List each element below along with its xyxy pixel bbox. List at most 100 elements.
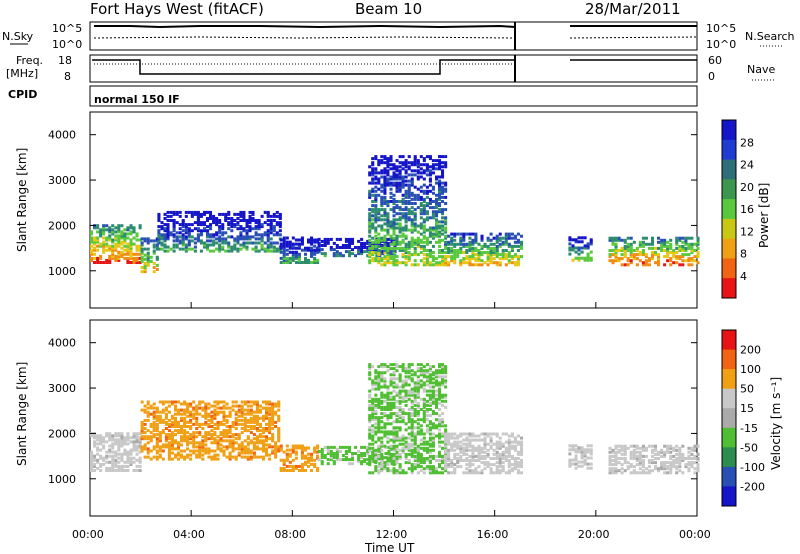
- echo-cell: [143, 422, 147, 426]
- nsky-tick-high: 10^5: [52, 22, 82, 35]
- echo-cell: [428, 226, 432, 230]
- echo-cell: [419, 428, 423, 432]
- echo-cell: [629, 242, 633, 246]
- echo-cell: [450, 246, 454, 250]
- echo-cell: [431, 422, 435, 426]
- echo-cell: [326, 445, 330, 449]
- echo-cell: [404, 212, 408, 216]
- echo-cell: [401, 197, 405, 201]
- echo-cell: [192, 408, 196, 412]
- echo-cell: [492, 249, 496, 252]
- echo-cell: [392, 405, 396, 409]
- echo-cell: [507, 446, 511, 450]
- echo-cell: [380, 155, 384, 159]
- echo-cell: [389, 452, 393, 456]
- echo-cell: [447, 255, 451, 259]
- echo-cell: [374, 240, 378, 244]
- echo-cell: [611, 469, 615, 473]
- echo-cell: [164, 416, 168, 420]
- echo-cell: [175, 221, 179, 225]
- echo-cell: [644, 236, 648, 240]
- echo-cell: [498, 238, 502, 242]
- echo-cell: [657, 261, 661, 265]
- echo-cell: [404, 436, 408, 440]
- echo-cell: [246, 420, 250, 424]
- echo-cell: [230, 247, 234, 251]
- echo-cell: [377, 375, 381, 379]
- echo-cell: [444, 234, 448, 238]
- echo-cell: [249, 418, 253, 422]
- echo-cell: [404, 193, 408, 197]
- echo-cell: [368, 208, 372, 212]
- echo-cell: [377, 208, 381, 212]
- echo-cell: [410, 465, 414, 469]
- echo-cell: [404, 228, 408, 232]
- velocity-colorbar-label: Velocity [m s⁻¹]: [769, 377, 783, 470]
- echo-cell: [180, 412, 184, 416]
- echo-cell: [404, 381, 408, 385]
- echo-cell: [404, 379, 408, 383]
- echo-cell: [180, 425, 184, 428]
- echo-cell: [242, 227, 246, 231]
- echo-cell: [459, 259, 463, 263]
- echo-cell: [389, 367, 393, 371]
- echo-cell: [354, 452, 358, 455]
- echo-cell: [383, 422, 387, 426]
- echo-cell: [480, 438, 484, 442]
- echo-cell: [675, 246, 679, 250]
- echo-cell: [465, 249, 469, 252]
- echo-cell: [310, 240, 314, 244]
- echo-cell: [105, 432, 109, 436]
- echo-cell: [386, 255, 390, 259]
- echo-cell: [574, 448, 578, 452]
- echo-cell: [425, 202, 429, 205]
- echo-cell: [398, 405, 402, 409]
- echo-cell: [438, 422, 442, 426]
- echo-cell: [192, 435, 196, 439]
- echo-cell: [228, 455, 232, 459]
- echo-cell: [371, 214, 375, 218]
- echo-cell: [660, 463, 664, 467]
- echo-cell: [304, 448, 308, 452]
- echo-cell: [392, 401, 396, 405]
- echo-cell: [196, 229, 200, 233]
- echo-cell: [389, 167, 393, 171]
- echo-cell: [410, 183, 414, 187]
- echo-cell: [105, 469, 109, 472]
- echo-cell: [268, 408, 272, 412]
- echo-cell: [444, 381, 448, 385]
- echo-cell: [580, 236, 584, 240]
- echo-cell: [189, 404, 193, 408]
- echo-cell: [380, 469, 384, 473]
- echo-cell: [623, 249, 627, 252]
- echo-cell: [310, 242, 314, 246]
- echo-cell: [404, 220, 408, 224]
- velocity-colorbar-tick-label: -15: [740, 422, 758, 435]
- echo-cell: [477, 446, 481, 450]
- echo-cell: [203, 241, 207, 245]
- echo-cell: [152, 402, 156, 406]
- echo-cell: [371, 193, 375, 197]
- echo-cell: [219, 449, 223, 453]
- echo-cell: [395, 159, 399, 163]
- echo-cell: [504, 242, 508, 246]
- echo-cell: [638, 450, 642, 454]
- echo-cell: [510, 249, 514, 252]
- echo-cell: [252, 443, 256, 447]
- echo-cell: [246, 425, 250, 428]
- echo-cell: [222, 414, 226, 418]
- echo-cell: [377, 259, 381, 263]
- echo-cell: [117, 256, 121, 260]
- echo-cell: [501, 253, 505, 257]
- echo-cell: [495, 249, 499, 252]
- echo-cell: [135, 436, 139, 440]
- echo-cell: [201, 435, 205, 439]
- echo-cell: [167, 435, 171, 439]
- echo-cell: [277, 404, 281, 408]
- echo-cell: [626, 461, 630, 465]
- echo-cell: [230, 229, 234, 233]
- echo-cell: [386, 369, 390, 373]
- echo-cell: [510, 236, 514, 240]
- echo-cell: [254, 233, 258, 237]
- echo-cell: [425, 414, 429, 418]
